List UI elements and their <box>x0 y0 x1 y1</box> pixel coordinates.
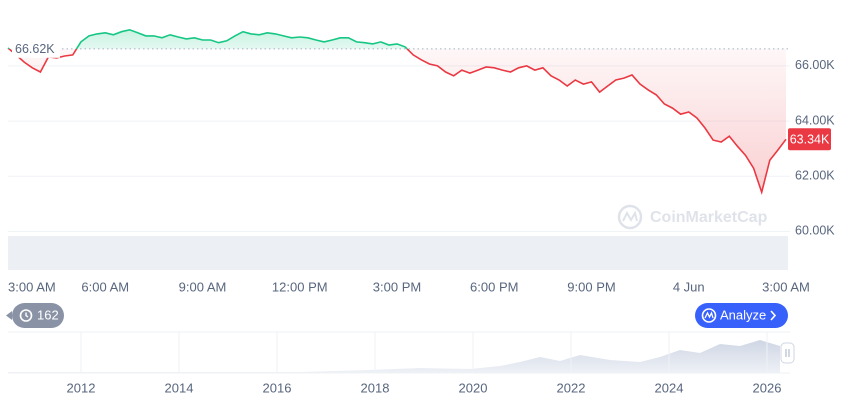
y-tick-label: 60.00K <box>795 224 835 238</box>
price-line-down <box>7 48 787 196</box>
y-tick-label: 66.00K <box>795 58 835 72</box>
history-count: 162 <box>37 307 59 322</box>
overview-ticks: 2012 2014 2016 2018 2020 2022 2024 2026 <box>67 332 782 395</box>
analyze-label: Analyze <box>720 307 766 322</box>
range-handle[interactable] <box>780 342 795 364</box>
x-tick-label: 3:00 AM <box>8 279 56 294</box>
watermark: CoinMarketCap <box>617 204 768 230</box>
baseline-label-bg <box>12 39 60 58</box>
volume-bars <box>8 236 788 270</box>
badge-bg <box>12 303 64 328</box>
analyze-button[interactable]: Analyze <box>695 303 788 328</box>
overview-tick-label: 2026 <box>753 380 782 395</box>
history-badge[interactable]: 162 <box>6 303 64 328</box>
overview: 2012 2014 2016 2018 2020 2022 2024 2026 <box>8 331 795 395</box>
overview-tick-label: 2020 <box>459 380 488 395</box>
x-tick-label: 6:00 AM <box>81 279 129 294</box>
history-icon <box>19 309 33 322</box>
y-tick-label: 62.00K <box>795 169 835 183</box>
x-tick-label: 3:00 AM <box>762 279 810 294</box>
overview-tick-label: 2022 <box>557 380 586 395</box>
overview-area <box>8 340 780 373</box>
price-line-up <box>7 28 409 49</box>
watermark-text: CoinMarketCap <box>650 209 768 226</box>
x-tick-label: 6:00 PM <box>470 279 518 294</box>
last-value-label: 63.34K <box>790 133 830 147</box>
overview-tick-label: 2014 <box>165 380 194 395</box>
badge-pointer <box>6 311 12 320</box>
plot: 66.62K 63.34K <box>7 28 831 196</box>
overview-tick-label: 2012 <box>67 380 96 395</box>
x-tick-label: 9:00 PM <box>567 279 615 294</box>
analyze-bg <box>695 303 788 328</box>
y-tick-label: 64.00K <box>795 113 835 127</box>
price-area <box>8 29 786 193</box>
x-tick-label: 12:00 PM <box>272 279 328 294</box>
grid: 60.00K 62.00K 64.00K 66.00K 3:00 AM 6:00 AM 9:… <box>8 58 835 294</box>
x-tick-label: 9:00 AM <box>179 279 227 294</box>
overview-tick-label: 2018 <box>361 380 390 395</box>
overview-tick-label: 2024 <box>655 380 684 395</box>
overview-tick-label: 2016 <box>263 380 292 395</box>
last-value-bg <box>788 128 831 151</box>
x-tick-label: 3:00 PM <box>373 279 421 294</box>
x-tick-label: 4 Jun <box>673 279 705 294</box>
baseline-label: 66.62K <box>15 42 55 56</box>
